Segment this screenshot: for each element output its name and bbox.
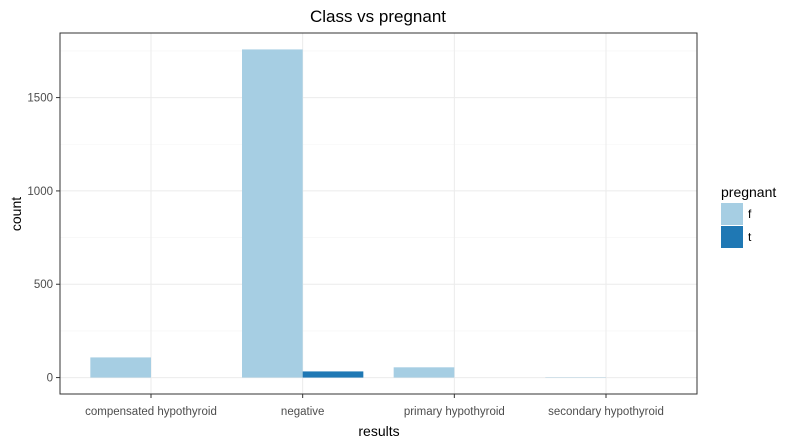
y-axis-title: count bbox=[8, 197, 24, 231]
x-axis: compensated hypothyroid negative primary h… bbox=[85, 394, 664, 418]
panel-border bbox=[59, 32, 698, 395]
chart-title: Class vs pregnant bbox=[310, 7, 446, 26]
x-tick-label: primary hypothyroid bbox=[404, 406, 505, 418]
legend: pregnant ft bbox=[721, 184, 776, 248]
bar-f-2 bbox=[393, 367, 455, 378]
bar-f-1 bbox=[242, 49, 303, 378]
y-axis: 0 500 1000 1500 bbox=[27, 93, 60, 385]
major-gridlines bbox=[60, 33, 697, 394]
y-tick-label: 500 bbox=[34, 279, 53, 291]
legend-key-f bbox=[721, 203, 743, 225]
y-tick-label: 0 bbox=[47, 373, 53, 385]
legend-key-t bbox=[721, 226, 743, 248]
minor-gridlines bbox=[60, 50, 697, 332]
x-axis-title: results bbox=[358, 423, 399, 439]
x-tick-label: secondary hypothyroid bbox=[548, 406, 664, 418]
y-tick-label: 1000 bbox=[27, 186, 53, 198]
x-tick-label: negative bbox=[281, 406, 324, 418]
x-tick-label: compensated hypothyroid bbox=[85, 406, 217, 418]
bar-f-0 bbox=[90, 357, 151, 378]
bars bbox=[90, 49, 606, 378]
bar-t-1 bbox=[302, 371, 364, 378]
legend-label-f: f bbox=[748, 207, 752, 221]
legend-title: pregnant bbox=[721, 184, 776, 200]
legend-label-t: t bbox=[748, 230, 752, 244]
y-tick-label: 1500 bbox=[27, 93, 53, 105]
